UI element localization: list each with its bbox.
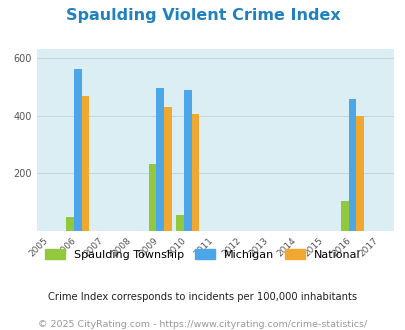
Bar <box>164 107 171 231</box>
Legend: Spaulding Township, Michigan, National: Spaulding Township, Michigan, National <box>45 249 360 260</box>
Bar <box>348 99 356 231</box>
Text: © 2025 CityRating.com - https://www.cityrating.com/crime-statistics/: © 2025 CityRating.com - https://www.city… <box>38 320 367 329</box>
Bar <box>340 201 348 231</box>
Bar <box>81 96 89 231</box>
Bar <box>74 69 81 231</box>
Bar <box>148 164 156 231</box>
Bar <box>183 90 191 231</box>
Bar <box>191 114 199 231</box>
Text: Spaulding Violent Crime Index: Spaulding Violent Crime Index <box>66 8 339 23</box>
Text: Crime Index corresponds to incidents per 100,000 inhabitants: Crime Index corresponds to incidents per… <box>48 292 357 302</box>
Bar <box>156 87 164 231</box>
Bar <box>176 215 183 231</box>
Bar <box>356 116 363 231</box>
Bar <box>66 217 74 231</box>
